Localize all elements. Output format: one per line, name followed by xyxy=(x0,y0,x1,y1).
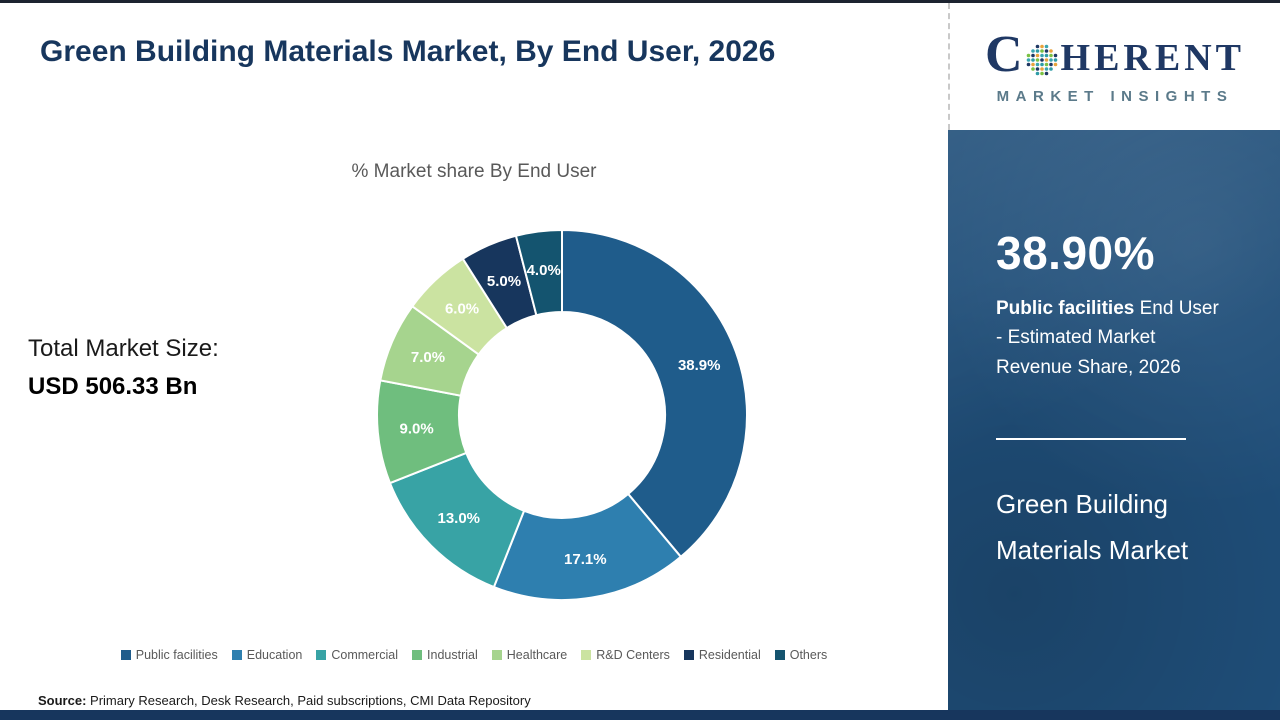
legend-swatch-icon xyxy=(231,650,242,660)
legend-label: Industrial xyxy=(427,648,478,662)
legend-swatch-icon xyxy=(581,650,592,660)
legend-item-0[interactable]: Public facilities xyxy=(120,648,218,662)
legend-item-1[interactable]: Education xyxy=(231,648,303,662)
source-line: Source: Primary Research, Desk Research,… xyxy=(38,693,531,708)
total-market-label: Total Market Size: xyxy=(28,335,219,362)
source-text: Primary Research, Desk Research, Paid su… xyxy=(86,693,531,708)
donut-chart-svg: 38.9% 17.1% 13.0% 9.0% 7.0% 6.0% 5.0% 4.0% xyxy=(376,228,748,601)
side-panel: 38.90% Public facilities End User - Esti… xyxy=(948,130,1280,710)
legend-label: Others xyxy=(789,648,828,662)
donut-chart: 38.9% 17.1% 13.0% 9.0% 7.0% 6.0% 5.0% 4.0% xyxy=(362,215,762,615)
legend-label: Residential xyxy=(698,648,761,662)
logo: C HERENT MARKET INSIGHTS xyxy=(948,3,1280,130)
logo-letter-c: C xyxy=(984,25,1023,83)
chart-subtitle: % Market share By End User xyxy=(351,161,597,182)
logo-wordmark: C HERENT xyxy=(984,25,1246,83)
legend-label: Commercial xyxy=(331,648,399,662)
slice-label-2: 13.0% xyxy=(437,510,480,527)
legend-swatch-icon xyxy=(120,650,131,660)
globe-icon xyxy=(1026,44,1057,75)
legend-item-6[interactable]: Residential xyxy=(683,648,761,662)
legend-swatch-icon xyxy=(774,650,785,660)
legend-label: Public facilities xyxy=(135,648,218,662)
stat-value: 38.90% xyxy=(996,227,1156,279)
stat-description: Public facilities End User - Estimated M… xyxy=(996,294,1224,382)
slice-label-7: 4.0% xyxy=(527,262,561,279)
top-border xyxy=(0,0,1280,3)
logo-text: HERENT xyxy=(1060,36,1246,79)
legend-item-4[interactable]: Healthcare xyxy=(491,648,568,662)
slice-label-0: 38.9% xyxy=(678,357,721,374)
legend-label: Education xyxy=(246,648,303,662)
slice-label-1: 17.1% xyxy=(564,551,607,568)
legend-item-5[interactable]: R&D Centers xyxy=(581,648,670,662)
page-title: Green Building Materials Market, By End … xyxy=(40,35,776,68)
source-label: Source: xyxy=(38,693,87,708)
stat-description-rest: End User - Estimated Market Revenue Shar… xyxy=(996,298,1219,378)
slice-label-3: 9.0% xyxy=(400,421,434,438)
divider-line xyxy=(996,438,1186,441)
chart-legend: Public facilities Education Commercial Indu… xyxy=(0,648,948,662)
legend-item-3[interactable]: Industrial xyxy=(412,648,478,662)
slice-label-5: 6.0% xyxy=(445,301,479,318)
legend-item-7[interactable]: Others xyxy=(774,648,828,662)
slice-label-4: 7.0% xyxy=(411,349,445,366)
legend-swatch-icon xyxy=(683,650,694,660)
bottom-bar xyxy=(0,710,1280,720)
legend-swatch-icon xyxy=(491,650,502,660)
logo-subtitle: MARKET INSIGHTS xyxy=(996,87,1234,105)
legend-swatch-icon xyxy=(316,650,327,660)
legend-label: R&D Centers xyxy=(596,648,670,662)
market-name: Green Building Materials Market xyxy=(996,489,1189,565)
total-market-value: USD 506.33 Bn xyxy=(28,373,198,401)
donut-segment-0[interactable] xyxy=(561,228,748,559)
donut-segment-7[interactable] xyxy=(514,228,563,317)
total-market-size: Total Market Size: USD 506.33 Bn xyxy=(28,330,328,407)
legend-swatch-icon xyxy=(412,650,423,660)
stat-description-bold: Public facilities xyxy=(996,298,1135,319)
legend-item-2[interactable]: Commercial xyxy=(316,648,398,662)
legend-label: Healthcare xyxy=(506,648,568,662)
slice-label-6: 5.0% xyxy=(487,273,521,290)
